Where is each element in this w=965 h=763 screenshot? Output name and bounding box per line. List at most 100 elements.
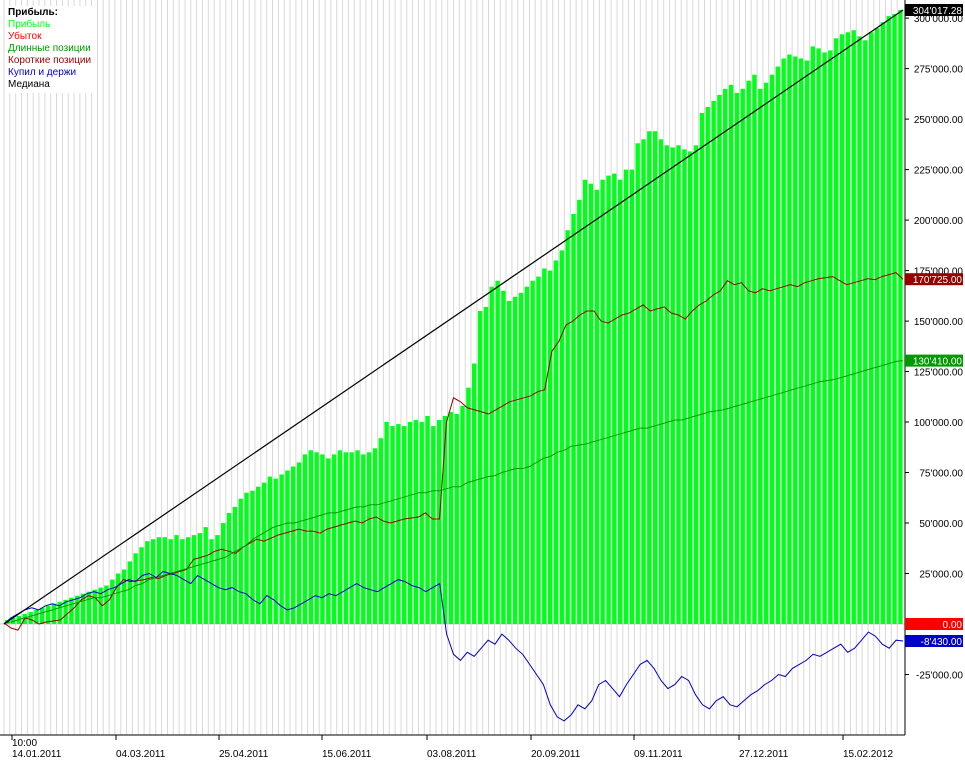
profit-bar — [40, 607, 45, 624]
profit-bar — [419, 422, 424, 624]
profit-bar — [80, 593, 86, 624]
value-tag-label: 304'017.28 — [913, 6, 963, 17]
profit-bar — [559, 250, 564, 624]
x-tick-label: 25.04.2011 — [219, 749, 269, 760]
legend-item: Медиана — [8, 79, 50, 90]
profit-bar — [781, 58, 786, 624]
profit-bar — [127, 561, 132, 624]
profit-bar — [577, 199, 582, 624]
profit-bar — [320, 454, 325, 624]
profit-bar — [285, 470, 290, 624]
x-axis-time-label: 10:00 — [12, 738, 37, 749]
value-tag-label: 0.00 — [943, 620, 963, 631]
x-tick-label: 09.11.2011 — [634, 749, 683, 760]
legend-item: Купил и держи — [8, 67, 77, 78]
profit-bar — [466, 387, 471, 624]
profit-bar — [139, 547, 144, 624]
profit-bar — [507, 300, 512, 624]
grid — [0, 0, 905, 735]
profit-bar — [215, 535, 220, 624]
profit-bar — [378, 438, 383, 624]
profit-bar — [606, 175, 611, 624]
profit-bar — [174, 535, 179, 624]
profit-bar — [133, 553, 138, 624]
profit-bar — [402, 426, 407, 624]
profit-bar — [308, 450, 313, 624]
profit-bar — [728, 84, 734, 625]
profit-bar — [810, 46, 815, 624]
profit-bar — [460, 405, 465, 624]
y-tick-label: 75'000.00 — [919, 469, 963, 480]
profit-bar — [547, 270, 553, 624]
profit-bar — [442, 416, 448, 624]
profit-bar — [104, 585, 109, 624]
profit-bar — [839, 34, 845, 625]
profit-bar — [477, 311, 483, 624]
profit-bar — [851, 30, 856, 624]
profit-bar — [355, 450, 360, 624]
profit-bar — [296, 462, 302, 624]
profit-bar — [670, 147, 675, 624]
legend-title: Прибыль: — [8, 7, 58, 18]
x-tick-label: 03.08.2011 — [427, 749, 477, 760]
profit-bar — [746, 80, 751, 624]
profit-bar — [816, 48, 821, 624]
profit-bar — [600, 179, 605, 624]
profit-bar — [331, 454, 337, 624]
series-line — [3, 360, 904, 624]
profit-bar — [898, 10, 903, 624]
y-tick-label: 200'000.00 — [914, 216, 964, 227]
profit-bar — [390, 426, 395, 624]
y-tick-label: 300'000.00 — [914, 14, 964, 25]
profit-bar — [472, 363, 477, 624]
value-tag-label: 170'725.00 — [913, 275, 963, 286]
series-line — [3, 570, 904, 722]
y-axis-ticks: -25'000.00 25'000.00 50'000.00 75'000.00 100… — [905, 14, 964, 682]
y-tick-label: 175'000.00 — [914, 267, 964, 278]
profit-bar — [57, 601, 62, 624]
profit-bar — [833, 38, 839, 625]
profit-bar — [740, 88, 745, 625]
profit-bar — [641, 139, 646, 625]
profit-bar — [396, 424, 401, 624]
profit-bar — [758, 88, 763, 625]
profit-bar — [571, 214, 576, 624]
y-tick-label: 275'000.00 — [914, 65, 964, 76]
profit-bar — [256, 486, 261, 624]
profit-bar — [880, 22, 885, 624]
profit-bar — [798, 58, 804, 624]
profit-bar — [366, 452, 372, 624]
profit-bar — [145, 541, 150, 624]
y-tick-label: 225'000.00 — [914, 166, 964, 177]
profit-bar — [51, 603, 57, 624]
profit-bars — [5, 10, 903, 625]
profit-bar — [45, 605, 51, 624]
profit-bar — [279, 474, 284, 624]
profit-bar — [244, 492, 249, 624]
profit-bar — [857, 36, 862, 625]
profit-bar — [180, 539, 185, 624]
profit-bar — [612, 173, 617, 624]
profit-bar — [723, 88, 728, 625]
profit-bar — [874, 28, 880, 624]
profit-bar — [448, 411, 454, 624]
profit-bar — [518, 292, 524, 624]
profit-bar — [705, 107, 710, 624]
profit-bar — [63, 599, 68, 624]
profit-bar — [314, 452, 319, 624]
profit-bar — [98, 587, 103, 624]
profit-bar — [326, 458, 331, 624]
y-tick-label: 150'000.00 — [914, 317, 964, 328]
profit-bar — [793, 56, 798, 624]
profit-bar — [483, 306, 489, 624]
y-tick-label: 50'000.00 — [919, 519, 963, 530]
profit-bar — [653, 131, 658, 624]
profit-bar — [787, 54, 792, 624]
value-tag-label: 130'410.00 — [913, 357, 963, 368]
profit-bar — [75, 595, 80, 624]
profit-bar — [635, 143, 640, 625]
profit-bar — [501, 290, 506, 624]
profit-bar — [413, 420, 418, 624]
profit-bar — [693, 145, 699, 625]
